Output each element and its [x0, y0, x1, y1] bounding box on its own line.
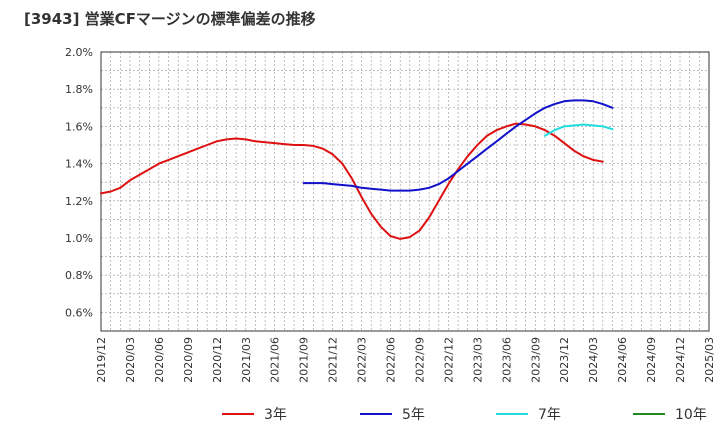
x-tick-label: 2022/03	[356, 337, 369, 383]
x-tick-label: 2023/06	[500, 337, 513, 383]
x-tick-label: 2024/06	[616, 337, 629, 383]
x-tick-label: 2023/03	[471, 337, 484, 383]
series-line-2	[543, 123, 614, 137]
x-tick-label: 2020/09	[182, 337, 195, 383]
legend-label-0: 3年	[264, 407, 287, 423]
x-tick-label: 2021/03	[240, 337, 253, 383]
y-tick-label: 1.8%	[65, 83, 93, 96]
legend-label-1: 5年	[402, 407, 425, 423]
x-tick-label: 2019/12	[95, 337, 108, 383]
x-tick-label: 2025/03	[703, 337, 716, 383]
y-tick-label: 1.6%	[65, 120, 93, 133]
x-tick-label: 2023/12	[558, 337, 571, 383]
x-tick-label: 2024/03	[587, 337, 600, 383]
y-tick-label: 1.2%	[65, 195, 93, 208]
x-tick-label: 2021/09	[298, 337, 311, 383]
x-tick-label: 2022/12	[442, 337, 455, 383]
y-tick-label: 1.0%	[65, 232, 93, 245]
chart-title: [3943] 営業CFマージンの標準偏差の推移	[24, 10, 316, 28]
y-tick-label: 0.8%	[65, 269, 93, 282]
legend-label-3: 10年	[675, 407, 707, 423]
plot-frame	[100, 51, 710, 332]
x-tick-label: 2024/09	[645, 337, 658, 383]
legend-label-2: 7年	[538, 407, 561, 423]
x-tick-label: 2020/03	[124, 337, 137, 383]
y-tick-label: 2.0%	[65, 46, 93, 59]
x-tick-label: 2021/12	[327, 337, 340, 383]
x-tick-label: 2022/09	[414, 337, 427, 383]
x-tick-label: 2024/12	[674, 337, 687, 383]
y-tick-label: 1.4%	[65, 158, 93, 171]
x-tick-label: 2020/12	[211, 337, 224, 383]
x-tick-label: 2023/09	[529, 337, 542, 383]
x-tick-label: 2022/06	[385, 337, 398, 383]
x-tick-label: 2021/06	[269, 337, 282, 383]
series-line-1	[302, 99, 614, 192]
y-tick-label: 0.6%	[65, 306, 93, 319]
x-tick-label: 2020/06	[153, 337, 166, 383]
